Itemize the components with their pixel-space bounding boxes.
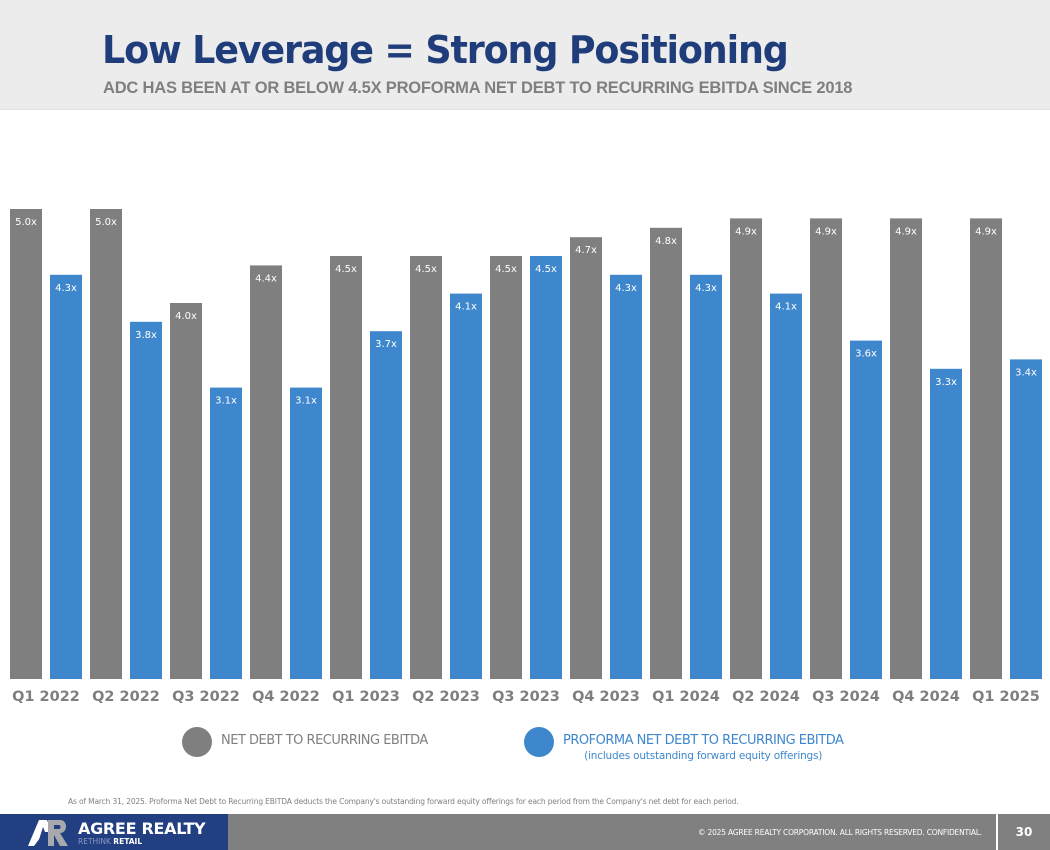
brand-name: AGREE REALTY: [78, 819, 206, 838]
copyright-text: © 2025 AGREE REALTY CORPORATION. ALL RIG…: [698, 828, 982, 837]
bar-value-label: 4.9x: [735, 226, 757, 237]
bar-value-label: 3.1x: [215, 396, 237, 407]
bar-net-debt: [810, 218, 842, 679]
bar-value-label: 4.1x: [775, 302, 797, 313]
category-label: Q1 2024: [652, 689, 720, 705]
category-label: Q3 2024: [812, 689, 880, 705]
bar-proforma: [770, 293, 802, 679]
bar-value-label: 4.0x: [175, 311, 197, 322]
slide-header: Low Leverage = Strong Positioning ADC HA…: [0, 0, 1050, 110]
bar-net-debt: [570, 237, 602, 679]
bar-proforma: [690, 274, 722, 679]
bar-value-label: 3.1x: [295, 396, 317, 407]
bar-labels-group: 5.0x 4.3x 5.0x 3.8x 4.0x 3.1x 4.4x 3.1x 4.5x 3.7x…: [15, 217, 1037, 407]
bar-value-label: 4.9x: [815, 226, 837, 237]
slide-footer: AGREE REALTY RETHINK RETAIL © 2025 AGREE…: [0, 814, 1050, 850]
bar-proforma: [370, 331, 402, 679]
slide-subtitle: ADC HAS BEEN AT OR BELOW 4.5X PROFORMA N…: [103, 79, 853, 97]
bar-value-label: 4.7x: [575, 245, 597, 256]
bar-proforma: [930, 368, 962, 679]
bar-value-label: 4.9x: [895, 226, 917, 237]
bar-value-label: 5.0x: [95, 217, 117, 228]
category-label: Q2 2024: [732, 689, 800, 705]
bar-net-debt: [250, 265, 282, 679]
bar-proforma: [1010, 359, 1042, 679]
legend-item-proforma: PROFORMA NET DEBT TO RECURRING EBITDA (i…: [524, 727, 844, 762]
bar-proforma: [530, 256, 562, 679]
category-label: Q1 2022: [12, 689, 80, 705]
bar-value-label: 4.3x: [55, 283, 77, 294]
bar-proforma: [290, 387, 322, 679]
bar-value-label: 3.4x: [1015, 367, 1037, 378]
bar-net-debt: [410, 256, 442, 679]
category-label: Q4 2024: [892, 689, 960, 705]
category-label: Q1 2025: [972, 689, 1040, 705]
legend-sublabel: (includes outstanding forward equity off…: [584, 750, 823, 762]
bar-proforma: [210, 387, 242, 679]
bar-value-label: 3.3x: [935, 377, 957, 388]
bar-value-label: 4.5x: [535, 264, 557, 275]
brand-tag-light: RETHINK: [78, 837, 114, 846]
category-label: Q2 2022: [92, 689, 160, 705]
agree-realty-logo-icon: [28, 820, 68, 846]
bar-proforma: [850, 340, 882, 679]
bar-value-label: 4.4x: [255, 273, 277, 284]
category-labels-group: Q1 2022 Q2 2022 Q3 2022 Q4 2022 Q1 2023 Q2 20…: [12, 689, 1040, 705]
legend-dot-gray-icon: [182, 727, 212, 757]
bar-net-debt: [90, 209, 122, 679]
category-label: Q4 2022: [252, 689, 320, 705]
bar-proforma: [610, 274, 642, 679]
bar-net-debt: [970, 218, 1002, 679]
bar-net-debt: [330, 256, 362, 679]
leverage-bar-chart: 5.0x 4.3x 5.0x 3.8x 4.0x 3.1x 4.4x 3.1x 4.5x 3.7x…: [10, 209, 1042, 705]
bar-value-label: 5.0x: [15, 217, 37, 228]
legend-item-net-debt: NET DEBT TO RECURRING EBITDA: [182, 727, 428, 757]
bar-value-label: 4.3x: [695, 283, 717, 294]
bar-value-label: 4.5x: [415, 264, 437, 275]
legend-label: NET DEBT TO RECURRING EBITDA: [221, 733, 428, 748]
bar-net-debt: [170, 303, 202, 679]
bars-group: [10, 209, 1042, 680]
page-divider: [996, 814, 998, 850]
bar-value-label: 3.7x: [375, 339, 397, 350]
bar-net-debt: [10, 209, 42, 679]
bar-value-label: 4.5x: [335, 264, 357, 275]
category-label: Q1 2023: [332, 689, 400, 705]
page-number: 30: [1015, 825, 1033, 839]
bar-value-label: 4.5x: [495, 264, 517, 275]
brand-block: AGREE REALTY RETHINK RETAIL: [0, 814, 228, 850]
bar-value-label: 4.3x: [615, 283, 637, 294]
category-label: Q3 2022: [172, 689, 240, 705]
legend-dot-blue-icon: [524, 727, 554, 757]
bar-proforma: [130, 321, 162, 679]
bar-net-debt: [890, 218, 922, 679]
bar-value-label: 4.1x: [455, 302, 477, 313]
bar-value-label: 3.8x: [135, 330, 157, 341]
bar-value-label: 4.9x: [975, 226, 997, 237]
bar-proforma: [450, 293, 482, 679]
bar-net-debt: [730, 218, 762, 679]
brand-tagline: RETHINK RETAIL: [78, 837, 142, 846]
bar-net-debt: [650, 227, 682, 680]
category-label: Q4 2023: [572, 689, 640, 705]
bar-value-label: 4.8x: [655, 236, 677, 247]
bar-proforma: [50, 274, 82, 679]
category-label: Q2 2023: [412, 689, 480, 705]
bar-value-label: 3.6x: [855, 349, 877, 360]
legend-text-block: PROFORMA NET DEBT TO RECURRING EBITDA (i…: [563, 733, 844, 762]
brand-tag-bold: RETAIL: [113, 837, 143, 846]
category-label: Q3 2023: [492, 689, 560, 705]
footnote: As of March 31, 2025. Proforma Net Debt …: [68, 797, 739, 806]
bar-net-debt: [490, 256, 522, 679]
legend-label: PROFORMA NET DEBT TO RECURRING EBITDA: [563, 733, 844, 748]
slide-title: Low Leverage = Strong Positioning: [102, 28, 789, 72]
